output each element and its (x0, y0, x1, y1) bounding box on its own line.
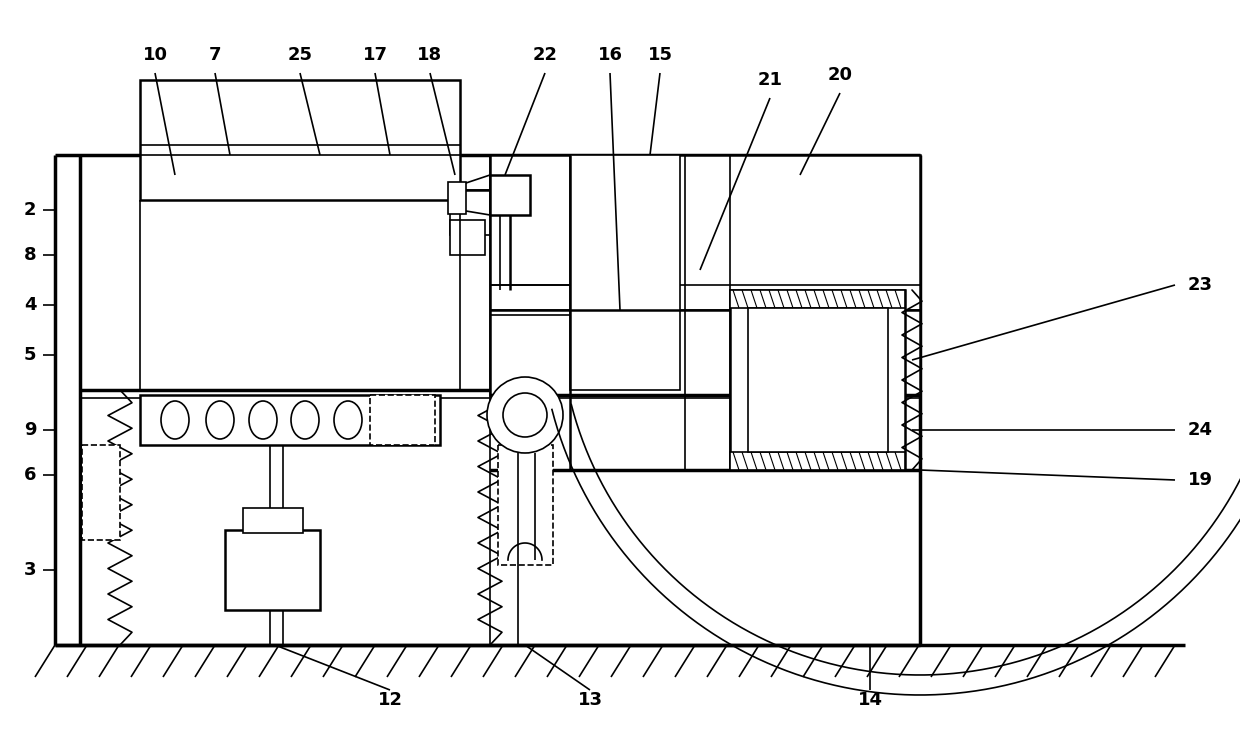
Bar (224, 530, 320, 610)
Text: 10: 10 (143, 46, 167, 64)
Ellipse shape (291, 401, 319, 439)
Circle shape (487, 377, 563, 453)
Ellipse shape (161, 401, 188, 439)
Ellipse shape (334, 401, 362, 439)
Text: 23: 23 (1188, 276, 1213, 294)
Text: 4: 4 (24, 296, 36, 314)
Bar (243, 508, 303, 533)
Bar (490, 155, 920, 395)
Bar (450, 220, 485, 255)
Text: 6: 6 (24, 466, 36, 484)
Text: 8: 8 (24, 246, 36, 264)
Text: 14: 14 (858, 691, 883, 709)
Text: 12: 12 (377, 691, 403, 709)
Ellipse shape (206, 401, 234, 439)
Text: 9: 9 (24, 421, 36, 439)
Text: 22: 22 (532, 46, 558, 64)
Bar (448, 182, 466, 214)
Bar (570, 155, 680, 390)
Text: 15: 15 (647, 46, 672, 64)
Bar (730, 452, 905, 470)
Text: 20: 20 (827, 66, 852, 84)
Circle shape (503, 393, 547, 437)
Text: 3: 3 (24, 561, 36, 579)
Text: 7: 7 (208, 46, 221, 64)
Text: 24: 24 (1188, 421, 1213, 439)
Text: 19: 19 (1188, 471, 1213, 489)
Text: 25: 25 (288, 46, 312, 64)
Bar (490, 175, 529, 215)
Bar (730, 290, 905, 308)
Bar (370, 395, 435, 445)
Bar (140, 395, 440, 445)
Text: 2: 2 (24, 201, 36, 219)
Text: 16: 16 (598, 46, 622, 64)
Bar (748, 308, 888, 452)
Bar (730, 290, 905, 470)
Bar (82, 445, 120, 540)
Bar (140, 80, 460, 200)
Text: 17: 17 (362, 46, 387, 64)
Text: 21: 21 (758, 71, 782, 89)
Text: 18: 18 (418, 46, 443, 64)
Bar (450, 190, 490, 235)
Bar (498, 445, 553, 565)
Text: 5: 5 (24, 346, 36, 364)
Text: 13: 13 (578, 691, 603, 709)
Ellipse shape (249, 401, 277, 439)
